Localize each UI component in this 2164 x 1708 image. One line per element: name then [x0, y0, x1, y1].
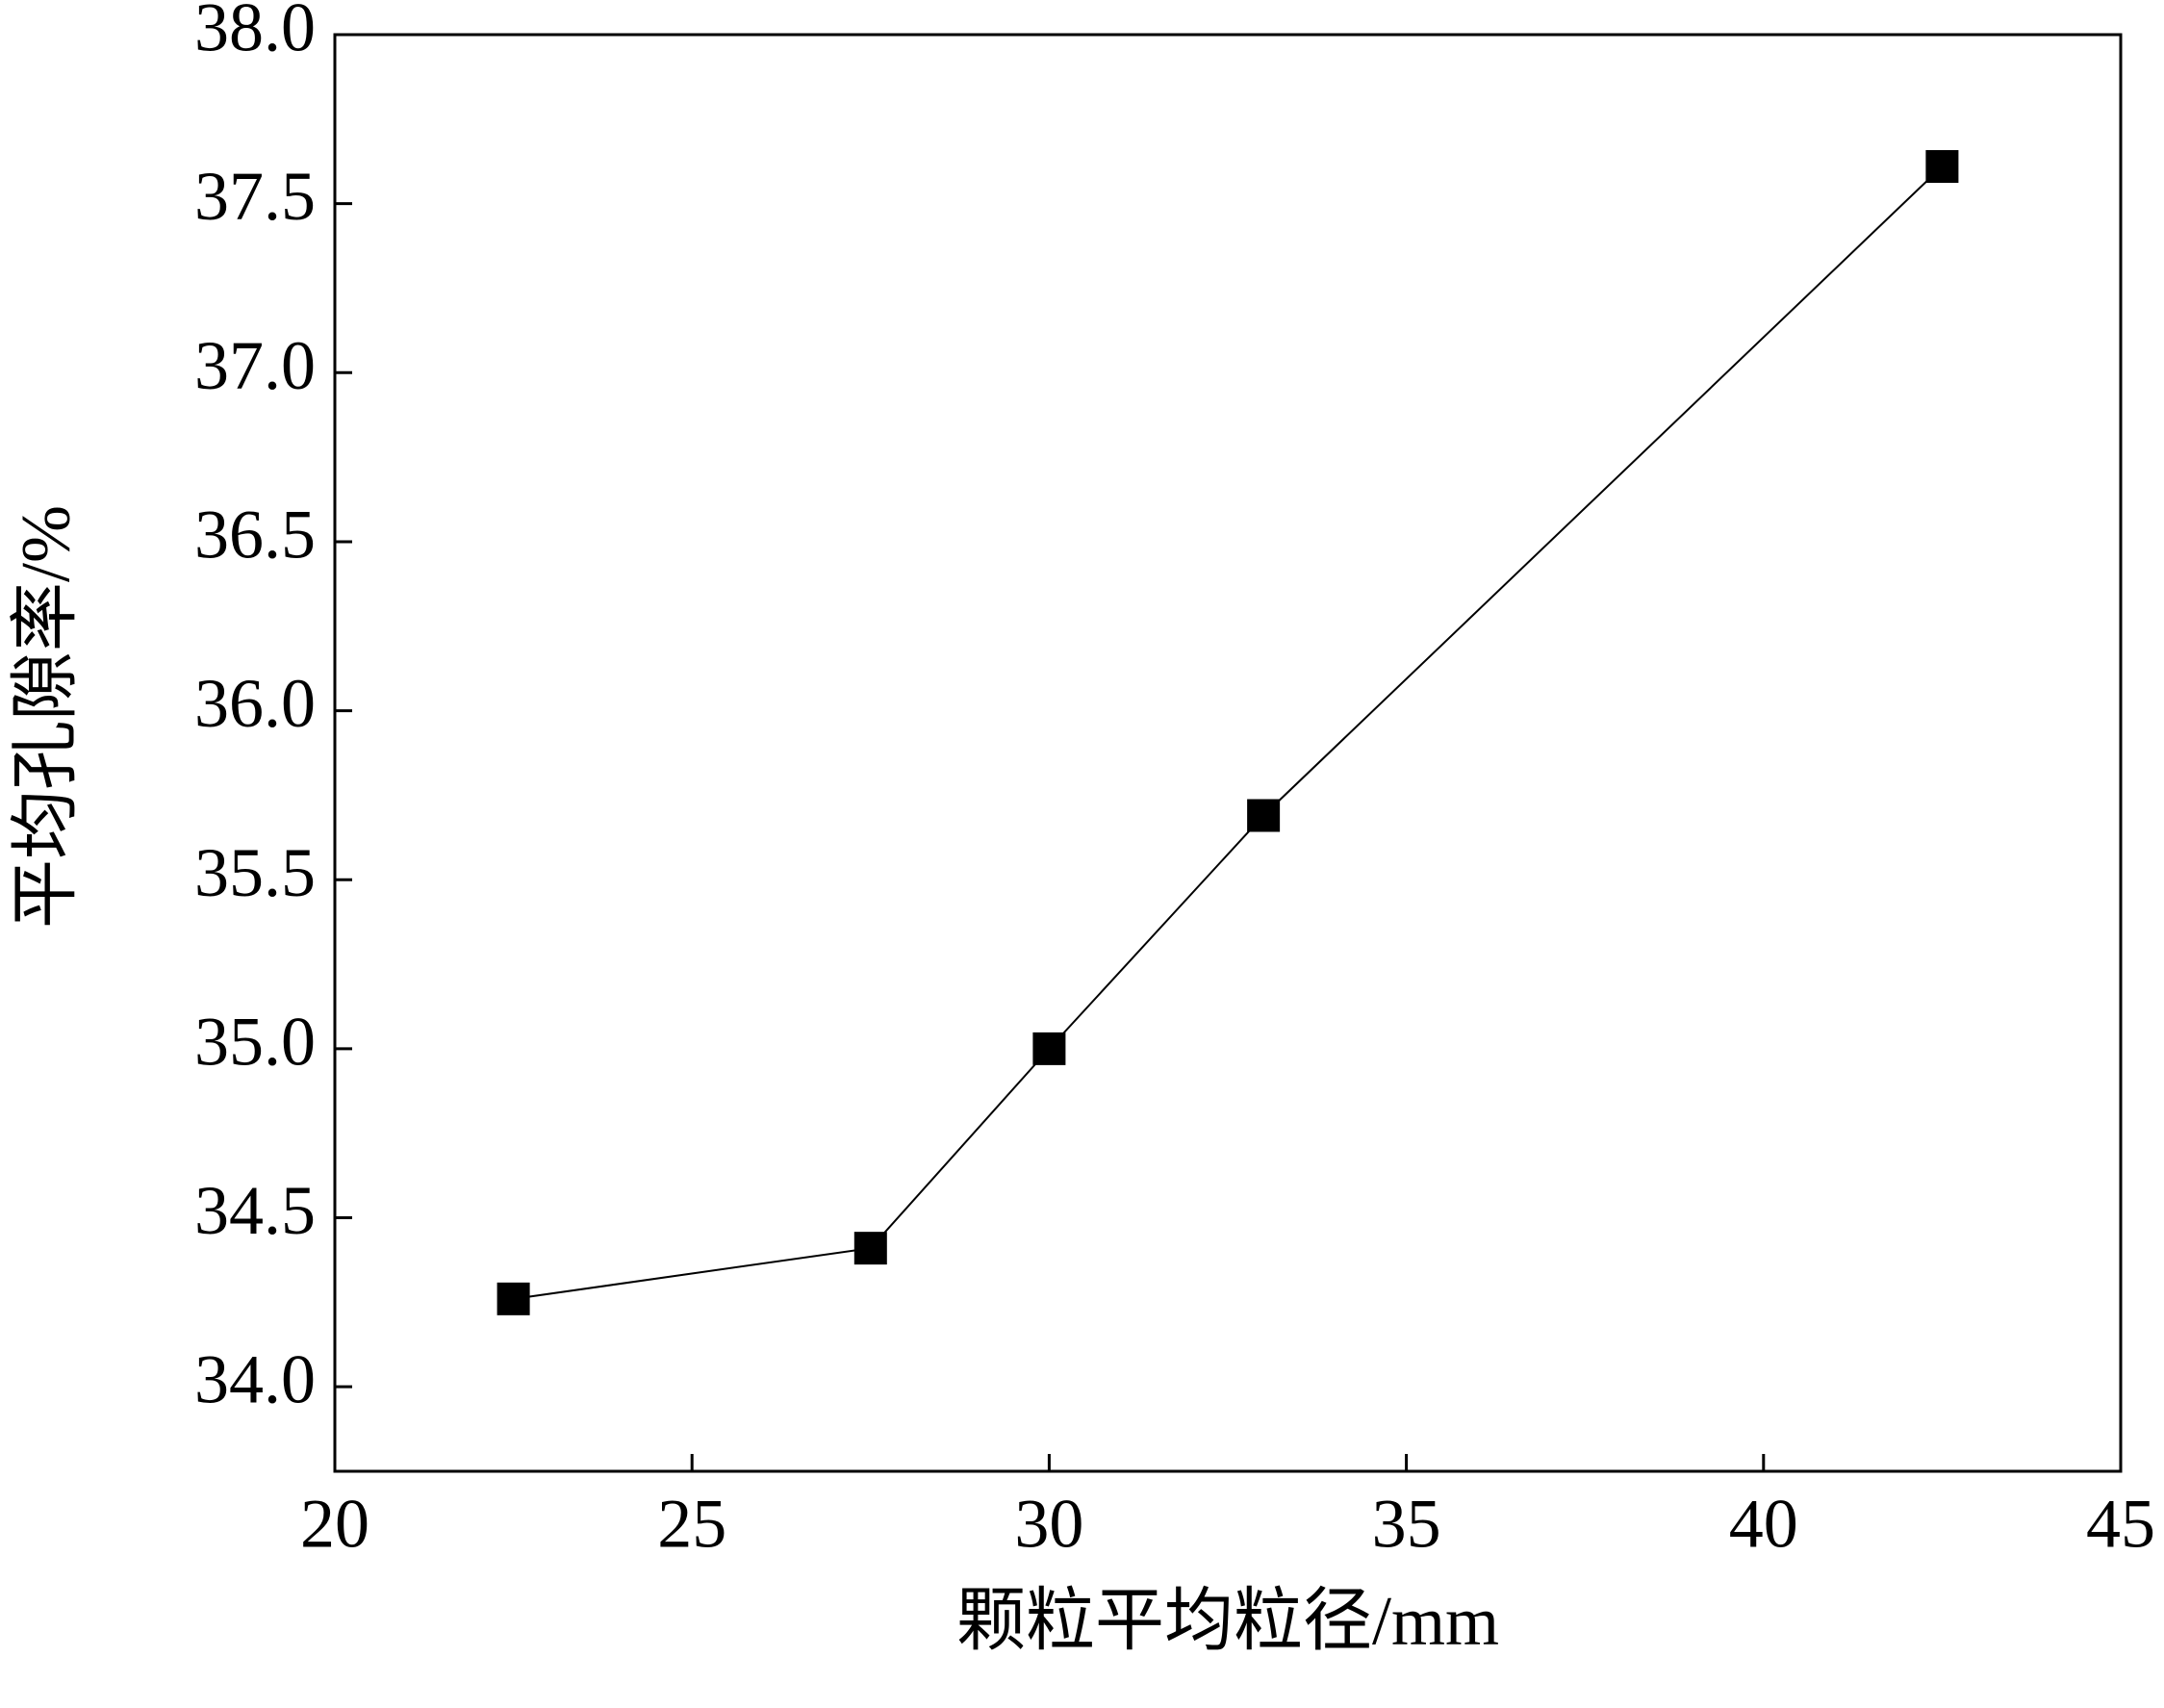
y-tick-label: 36.5	[194, 496, 316, 573]
x-axis-label: 颗粒平均粒径/mm	[956, 1583, 1499, 1660]
y-tick-label: 38.0	[194, 0, 316, 66]
y-tick-label: 36.0	[194, 665, 316, 742]
y-tick-label: 37.5	[194, 158, 316, 235]
y-tick-label: 37.0	[194, 327, 316, 404]
x-tick-label: 25	[657, 1486, 726, 1563]
line	[513, 166, 1944, 1300]
x-tick-label: 40	[1729, 1486, 1798, 1563]
marker	[1925, 150, 1959, 184]
y-tick-label: 35.5	[194, 834, 316, 911]
marker	[1247, 799, 1281, 832]
x-tick-label: 30	[1014, 1486, 1083, 1563]
marker	[1032, 1032, 1066, 1065]
marker	[853, 1232, 887, 1265]
x-tick-label: 20	[300, 1486, 369, 1563]
x-tick-label: 45	[2086, 1486, 2155, 1563]
plot-frame	[333, 33, 2123, 1473]
y-axis-label: 平均孔隙率/%	[8, 505, 85, 929]
y-tick-label: 34.0	[194, 1341, 316, 1418]
y-tick-label: 35.0	[194, 1003, 316, 1080]
x-tick-label: 35	[1372, 1486, 1441, 1563]
y-tick-label: 34.5	[194, 1172, 316, 1249]
marker	[496, 1282, 530, 1315]
